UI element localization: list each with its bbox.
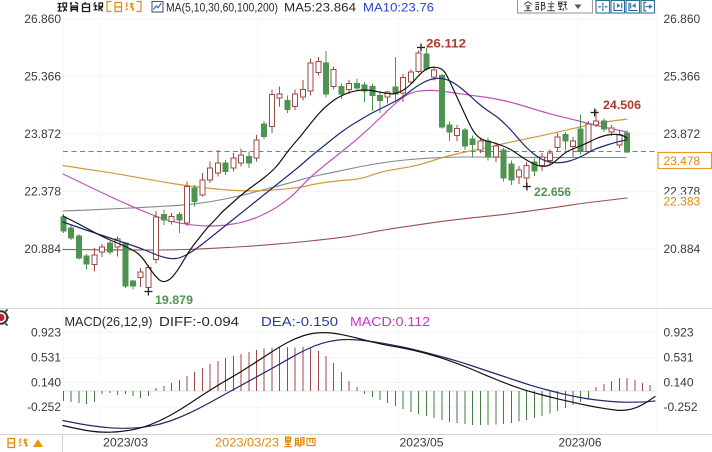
svg-text:MA(5,10,30,60,100,200): MA(5,10,30,60,100,200) (166, 1, 278, 15)
svg-text:0.923: 0.923 (664, 326, 694, 340)
svg-text:-0.252: -0.252 (664, 400, 698, 414)
svg-text:2023/03: 2023/03 (103, 436, 148, 450)
svg-text:25.366: 25.366 (24, 70, 61, 84)
svg-text:22.378: 22.378 (24, 185, 61, 199)
svg-text:23.478: 23.478 (664, 154, 701, 168)
svg-text:26.860: 26.860 (664, 12, 701, 26)
svg-text:24.506: 24.506 (603, 98, 641, 112)
svg-text:DIFF:-0.094: DIFF:-0.094 (159, 314, 239, 329)
svg-text:23.872: 23.872 (664, 127, 701, 141)
svg-text:0.923: 0.923 (31, 326, 61, 340)
svg-text:DEA:-0.150: DEA:-0.150 (261, 314, 338, 329)
svg-text:26.112: 26.112 (426, 37, 466, 51)
svg-text:20.884: 20.884 (24, 242, 61, 256)
svg-text:19.879: 19.879 (155, 293, 193, 307)
svg-text:26.860: 26.860 (24, 12, 61, 26)
svg-text:MACD(26,12,9): MACD(26,12,9) (65, 314, 153, 329)
svg-text:20.884: 20.884 (664, 242, 701, 256)
svg-text:0.531: 0.531 (664, 351, 694, 365)
svg-text:-0.252: -0.252 (27, 400, 61, 414)
svg-text:0.140: 0.140 (31, 376, 61, 390)
svg-text:0.531: 0.531 (31, 351, 61, 365)
svg-text:23.872: 23.872 (24, 127, 61, 141)
svg-text:22.656: 22.656 (534, 185, 571, 199)
svg-text:22.383: 22.383 (664, 195, 701, 209)
svg-text:2023/03/23: 2023/03/23 (215, 436, 279, 450)
svg-text:MACD:0.112: MACD:0.112 (350, 314, 430, 329)
svg-text:MA5:23.864: MA5:23.864 (284, 1, 356, 15)
svg-text:2023/05: 2023/05 (400, 436, 444, 450)
svg-text:MA10:23.76: MA10:23.76 (363, 1, 434, 15)
svg-text:0.140: 0.140 (664, 376, 694, 390)
svg-text:2023/06: 2023/06 (559, 436, 602, 450)
svg-text:25.366: 25.366 (664, 70, 701, 84)
